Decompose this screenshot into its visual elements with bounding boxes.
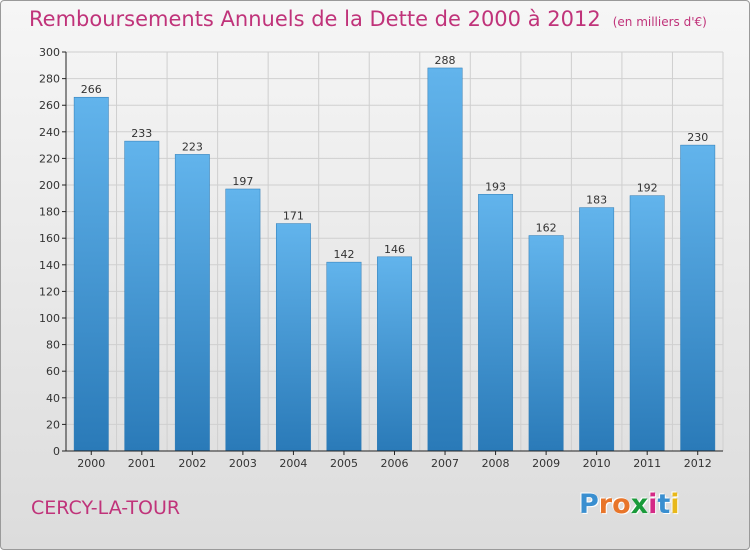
y-tick-label: 0 <box>53 445 60 458</box>
x-tick-label: 2001 <box>128 457 156 470</box>
bar-2006 <box>377 256 412 452</box>
x-tick-label: 2005 <box>330 457 358 470</box>
chart-title-text: Remboursements Annuels de la Dette de 20… <box>29 7 601 31</box>
bars <box>73 67 716 452</box>
data-label: 288 <box>435 54 456 67</box>
data-label: 266 <box>81 83 102 96</box>
y-tick-label: 20 <box>46 418 60 431</box>
bar-2012 <box>680 144 716 452</box>
bar-2007 <box>427 67 463 452</box>
logo-letter: r <box>598 489 613 520</box>
city-name: CERCY-LA-TOUR <box>31 497 181 519</box>
data-label: 192 <box>637 182 658 195</box>
logo-letter: i <box>648 489 658 520</box>
x-tick-label: 2002 <box>178 457 206 470</box>
data-label: 223 <box>182 140 203 153</box>
x-tick-label: 2009 <box>532 457 560 470</box>
logo-letter: i <box>670 489 680 520</box>
y-tick-label: 160 <box>39 232 60 245</box>
x-tick-label: 2010 <box>583 457 611 470</box>
bar-2011 <box>629 195 665 452</box>
x-tick-label: 2008 <box>482 457 510 470</box>
x-tick-label: 2004 <box>279 457 307 470</box>
y-tick-label: 260 <box>39 99 60 112</box>
bar-2005 <box>326 261 362 452</box>
data-label: 146 <box>384 243 405 256</box>
chart-subtitle: (en milliers d'€) <box>612 15 707 29</box>
logo-letter: t <box>657 489 671 520</box>
bar-2003 <box>225 188 261 452</box>
x-tick-label: 2006 <box>381 457 409 470</box>
data-label: 183 <box>586 194 607 207</box>
y-tick-label: 180 <box>39 206 60 219</box>
data-label: 197 <box>232 175 253 188</box>
data-label: 142 <box>333 248 354 261</box>
y-tick-label: 220 <box>39 152 60 165</box>
logo-letter: o <box>612 489 631 520</box>
bar-2002 <box>174 154 210 452</box>
bar-2001 <box>124 140 160 452</box>
bar-2009 <box>528 235 564 452</box>
y-tick-label: 120 <box>39 285 60 298</box>
y-tick-label: 60 <box>46 365 60 378</box>
logo-letter: P <box>579 489 599 520</box>
y-tick-label: 40 <box>46 392 60 405</box>
data-label: 233 <box>131 127 152 140</box>
y-tick-label: 200 <box>39 179 60 192</box>
chart-title: Remboursements Annuels de la Dette de 20… <box>29 7 707 31</box>
y-tick-label: 280 <box>39 73 60 86</box>
logo-letter: x <box>630 489 649 520</box>
axes <box>62 51 723 455</box>
data-label: 193 <box>485 180 506 193</box>
x-tick-label: 2011 <box>633 457 661 470</box>
x-tick-label: 2003 <box>229 457 257 470</box>
bar-2004 <box>275 223 311 452</box>
y-tick-label: 300 <box>39 46 60 59</box>
data-label: 162 <box>536 222 557 235</box>
x-tick-label: 2000 <box>77 457 105 470</box>
labels: 0 20 40 60 80 100 120 140 160 180 200 220 240 260 280 3… <box>39 46 712 470</box>
proxiti-logo: Proxiti <box>579 489 680 520</box>
data-label: 171 <box>283 210 304 223</box>
bar-2000 <box>73 96 109 452</box>
x-tick-label: 2007 <box>431 457 459 470</box>
y-tick-label: 140 <box>39 259 60 272</box>
data-label: 230 <box>687 131 708 144</box>
y-tick-label: 100 <box>39 312 60 325</box>
y-tick-label: 240 <box>39 126 60 139</box>
bar-2008 <box>478 194 514 452</box>
y-tick-label: 80 <box>46 339 60 352</box>
x-tick-label: 2012 <box>684 457 712 470</box>
bar-2010 <box>579 207 615 452</box>
